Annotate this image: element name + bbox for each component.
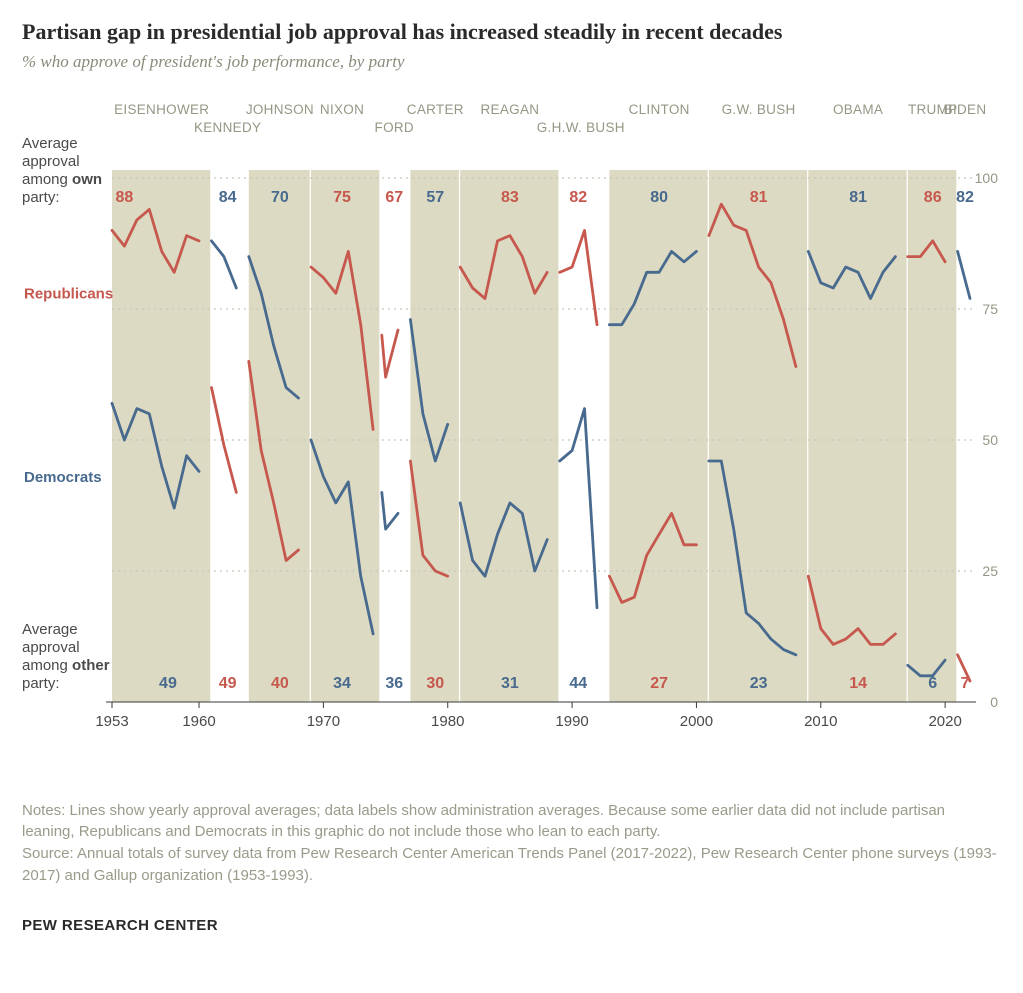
svg-text:36: 36 [385, 675, 403, 692]
svg-text:1953: 1953 [95, 713, 128, 730]
svg-text:100: 100 [975, 170, 999, 186]
svg-text:OBAMA: OBAMA [833, 102, 883, 117]
svg-text:1990: 1990 [555, 713, 588, 730]
svg-text:82: 82 [569, 189, 587, 206]
notes-text: Notes: Lines show yearly approval averag… [22, 800, 1001, 844]
svg-text:25: 25 [982, 563, 998, 579]
svg-text:1960: 1960 [182, 713, 215, 730]
svg-text:BIDEN: BIDEN [944, 102, 987, 117]
svg-text:40: 40 [271, 675, 289, 692]
svg-text:80: 80 [650, 189, 668, 206]
svg-text:86: 86 [924, 189, 942, 206]
svg-text:81: 81 [750, 189, 768, 206]
svg-text:Republicans: Republicans [24, 285, 113, 302]
svg-text:among other: among other [22, 657, 110, 674]
svg-text:1970: 1970 [307, 713, 340, 730]
svg-text:FORD: FORD [375, 120, 414, 135]
svg-text:CLINTON: CLINTON [629, 102, 690, 117]
svg-text:23: 23 [750, 675, 768, 692]
svg-text:44: 44 [569, 675, 587, 692]
svg-text:Democrats: Democrats [24, 468, 102, 485]
svg-text:81: 81 [849, 189, 867, 206]
svg-text:KENNEDY: KENNEDY [194, 120, 261, 135]
svg-text:1980: 1980 [431, 713, 464, 730]
svg-text:83: 83 [501, 189, 519, 206]
svg-text:34: 34 [333, 675, 351, 692]
svg-text:82: 82 [956, 189, 974, 206]
svg-text:2010: 2010 [804, 713, 837, 730]
svg-text:67: 67 [385, 189, 403, 206]
svg-text:6: 6 [928, 675, 937, 692]
svg-text:NIXON: NIXON [320, 102, 364, 117]
svg-text:84: 84 [219, 189, 237, 206]
chart-subtitle: % who approve of president's job perform… [22, 52, 1001, 72]
svg-text:party:: party: [22, 675, 60, 692]
svg-text:party:: party: [22, 189, 60, 206]
chart-svg: 0 25 50 75 100 1953 1960 1970 1980 1990 2000 2010 20… [22, 86, 1002, 766]
svg-text:75: 75 [982, 301, 998, 317]
svg-text:Average: Average [22, 135, 78, 152]
svg-text:49: 49 [219, 675, 237, 692]
svg-text:REAGAN: REAGAN [481, 102, 540, 117]
svg-text:50: 50 [982, 432, 998, 448]
svg-text:CARTER: CARTER [407, 102, 464, 117]
svg-text:G.W. BUSH: G.W. BUSH [722, 102, 796, 117]
svg-text:Average: Average [22, 621, 78, 638]
svg-text:75: 75 [333, 189, 351, 206]
footer-attribution: PEW RESEARCH CENTER [22, 917, 1001, 934]
svg-text:approval: approval [22, 639, 80, 656]
svg-text:49: 49 [159, 675, 177, 692]
svg-text:G.H.W. BUSH: G.H.W. BUSH [537, 120, 625, 135]
svg-text:88: 88 [116, 189, 134, 206]
svg-text:57: 57 [426, 189, 444, 206]
chart-title: Partisan gap in presidential job approva… [22, 18, 1001, 46]
svg-text:70: 70 [271, 189, 289, 206]
chart-container: Partisan gap in presidential job approva… [0, 0, 1023, 993]
chart-notes: Notes: Lines show yearly approval averag… [22, 800, 1001, 887]
svg-text:2020: 2020 [928, 713, 961, 730]
source-text: Source: Annual totals of survey data fro… [22, 843, 1001, 887]
svg-text:31: 31 [501, 675, 519, 692]
svg-text:among own: among own [22, 171, 102, 188]
svg-text:30: 30 [426, 675, 444, 692]
chart-plot-area: 0 25 50 75 100 1953 1960 1970 1980 1990 2000 2010 20… [22, 86, 1001, 766]
svg-text:EISENHOWER: EISENHOWER [114, 102, 209, 117]
svg-text:approval: approval [22, 153, 80, 170]
svg-text:14: 14 [849, 675, 867, 692]
svg-text:27: 27 [650, 675, 668, 692]
svg-text:JOHNSON: JOHNSON [246, 102, 314, 117]
svg-text:2000: 2000 [680, 713, 713, 730]
svg-text:0: 0 [990, 694, 998, 710]
